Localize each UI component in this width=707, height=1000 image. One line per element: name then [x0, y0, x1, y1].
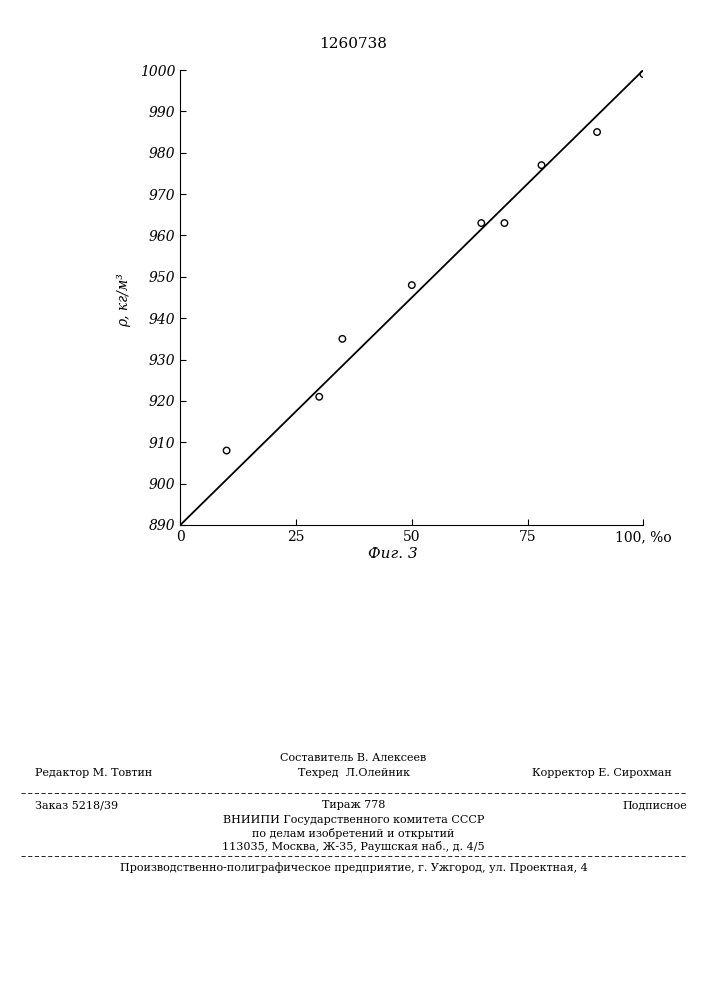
Point: [221, 443, 232, 459]
Point: [314, 389, 325, 405]
Text: Составитель В. Алексеев: Составитель В. Алексеев: [281, 753, 426, 763]
Text: Заказ 5218/39: Заказ 5218/39: [35, 800, 119, 810]
Point: [337, 331, 348, 347]
Text: Производственно-полиграфическое предприятие, г. Ужгород, ул. Проектная, 4: Производственно-полиграфическое предприя…: [119, 862, 588, 873]
Point: [499, 215, 510, 231]
Text: Подписное: Подписное: [622, 800, 687, 810]
Text: Корректор Е. Сирохман: Корректор Е. Сирохман: [532, 768, 672, 778]
Text: по делам изобретений и открытий: по делам изобретений и открытий: [252, 828, 455, 839]
Text: Тираж 778: Тираж 778: [322, 800, 385, 810]
Text: Фиг. 3: Фиг. 3: [368, 547, 417, 561]
Point: [406, 277, 417, 293]
Text: 113035, Москва, Ж-35, Раушская наб., д. 4/5: 113035, Москва, Ж-35, Раушская наб., д. …: [222, 841, 485, 852]
Text: ВНИИПИ Государственного комитета СССР: ВНИИПИ Государственного комитета СССР: [223, 815, 484, 825]
Point: [638, 66, 649, 82]
Point: [476, 215, 487, 231]
Text: ρ, кг/м³: ρ, кг/м³: [117, 273, 131, 327]
Point: [591, 124, 602, 140]
Point: [536, 157, 547, 173]
Text: Техред  Л.Олейник: Техред Л.Олейник: [298, 768, 409, 778]
Text: Редактор М. Товтин: Редактор М. Товтин: [35, 768, 153, 778]
Text: 1260738: 1260738: [320, 37, 387, 51]
